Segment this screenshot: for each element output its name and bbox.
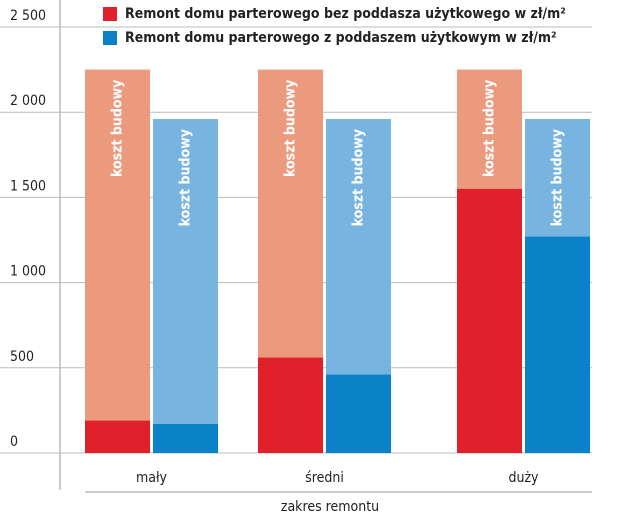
- bar: [457, 188, 522, 453]
- background-bar: [85, 69, 150, 453]
- x-tick-label: duży: [508, 470, 539, 486]
- bar-label: koszt budowy: [482, 80, 498, 177]
- y-tick-label: 2 500: [10, 8, 46, 24]
- bar: [326, 374, 391, 453]
- legend-swatch: [103, 31, 117, 45]
- bar: [85, 420, 150, 453]
- bar: [525, 236, 590, 453]
- x-tick-label: mały: [136, 470, 168, 486]
- bar-label: koszt budowy: [351, 129, 367, 226]
- bar-label: koszt budowy: [178, 129, 194, 226]
- bar: [153, 424, 218, 453]
- y-tick-label: 2 000: [10, 93, 46, 109]
- y-tick-label: 0: [10, 434, 18, 450]
- bar: [258, 357, 323, 453]
- background-bar: [153, 119, 218, 454]
- bar-label: koszt budowy: [550, 129, 566, 226]
- x-tick-label: średni: [305, 470, 344, 486]
- legend-label: Remont domu parterowego z poddaszem użyt…: [125, 30, 557, 46]
- x-axis-title: zakres remontu: [281, 499, 379, 515]
- legend-swatch: [103, 7, 117, 21]
- y-tick-label: 500: [10, 349, 34, 365]
- y-tick-label: 1 000: [10, 264, 46, 280]
- bar-label: koszt budowy: [110, 80, 126, 177]
- legend-label: Remont domu parterowego bez poddasza uży…: [125, 6, 566, 22]
- y-tick-label: 1 500: [10, 178, 46, 194]
- bar-label: koszt budowy: [283, 80, 299, 177]
